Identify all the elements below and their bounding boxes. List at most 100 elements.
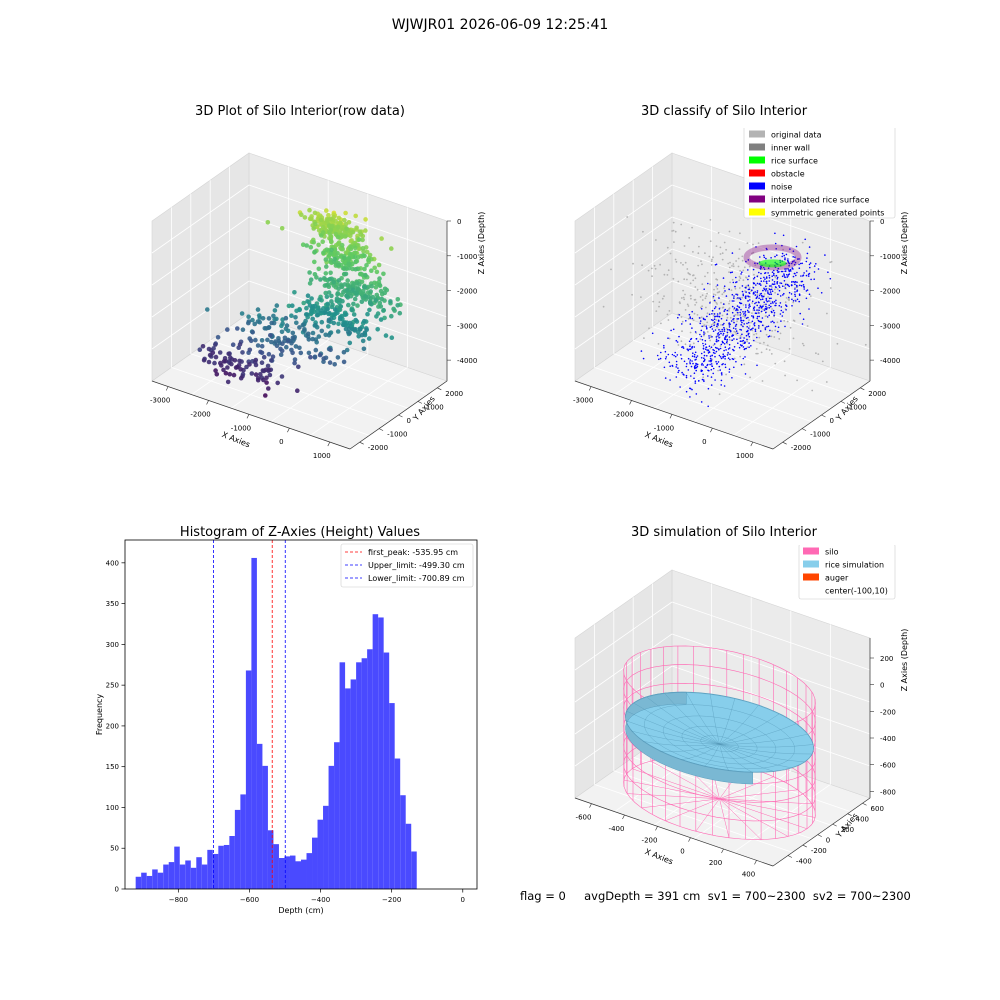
p2-noise-point <box>678 314 681 316</box>
p2-noise-point <box>739 298 742 301</box>
p2-noise-point <box>809 266 811 269</box>
p1-point <box>227 371 233 377</box>
p1-point <box>299 212 304 217</box>
p2-noise-point <box>718 308 721 310</box>
p2-original-point <box>643 337 645 339</box>
p2-noise-point <box>744 286 747 289</box>
p2-noise-point <box>739 314 742 316</box>
rice-mesh-spoke <box>704 744 720 767</box>
p2-noise-point <box>753 278 755 280</box>
p2-noise-point <box>712 351 715 354</box>
p2-noise-point <box>714 346 717 349</box>
p2-noise-point <box>729 271 732 274</box>
p2-original-point <box>714 294 717 296</box>
p1-point <box>200 344 206 349</box>
p2-noise-point <box>802 274 805 276</box>
p2-noise-point <box>760 280 763 282</box>
p4-x-tick <box>688 837 691 842</box>
p1-point <box>297 345 302 351</box>
p2-noise-point <box>651 332 654 335</box>
p4-x-tick <box>721 848 724 854</box>
p1-point <box>197 347 203 352</box>
p2-original-point <box>776 321 779 324</box>
p1-point <box>382 315 387 321</box>
p2-original-point <box>783 360 786 363</box>
p2-noise-point <box>712 348 714 351</box>
p2-noise-point <box>707 369 709 372</box>
p1-point <box>314 312 320 318</box>
p2-noise-point <box>761 324 764 327</box>
p2-original-point <box>658 305 660 308</box>
p1-y-tick <box>398 414 403 418</box>
p2-noise-point <box>753 323 755 325</box>
p1-grid <box>230 339 329 409</box>
p1-point <box>344 347 350 353</box>
p2-noise-point <box>721 341 724 344</box>
p1-point <box>213 354 219 360</box>
p2-noise-point <box>787 268 789 270</box>
p2-original-point <box>686 268 689 270</box>
p2-noise-point <box>741 321 743 324</box>
p2-noise-point <box>720 317 723 320</box>
histogram-axes: −800 −600 −400 −200 005010015020025030035040… <box>95 539 478 915</box>
p2-original-point <box>763 341 765 344</box>
p2-noise-point <box>765 311 767 314</box>
p2-noise-point <box>725 319 728 321</box>
p2-original-point <box>796 379 798 382</box>
p1-point <box>338 304 344 309</box>
p2-noise-point <box>763 268 766 270</box>
p2-original-point <box>672 277 675 280</box>
p2-noise-point <box>689 362 691 365</box>
p4-y-tick-label: -200 <box>811 847 827 855</box>
p2-noise-point <box>775 302 777 305</box>
p2-original-point <box>728 308 730 311</box>
p1-point <box>373 298 379 303</box>
p2-original-point <box>663 295 665 297</box>
p2-y-tick-label: 1000 <box>849 403 867 411</box>
p2-noise-point <box>723 337 726 339</box>
p2-noise-point <box>733 349 735 352</box>
p1-point <box>226 351 231 357</box>
p2-original-point <box>715 319 718 321</box>
p2-noise-point <box>724 335 727 337</box>
p2-noise-point <box>774 232 776 235</box>
p2-noise-point <box>734 325 737 327</box>
p2-z-axis-label: Z Axies (Depth) <box>900 212 909 275</box>
silo-floor-wire <box>632 768 720 800</box>
p2-original-point <box>737 265 740 268</box>
p2-noise-point <box>704 343 707 345</box>
p2-noise-point <box>752 327 754 329</box>
p2-noise-point <box>712 330 715 332</box>
p2-noise-point <box>770 293 772 295</box>
p2-noise-point <box>795 245 798 248</box>
p2-original-point <box>746 242 749 244</box>
p1-point <box>311 239 316 245</box>
p1-z-tick-label: -1000 <box>457 253 477 261</box>
p2-original-point <box>697 252 700 255</box>
p1-point <box>346 220 352 225</box>
p1-point <box>280 321 285 326</box>
p2-original-point <box>681 330 683 333</box>
p2-noise-point <box>744 310 747 313</box>
p1-point <box>354 225 359 231</box>
p2-original-point <box>801 342 804 345</box>
p2-noise-point <box>808 308 810 310</box>
p2-noise-point <box>735 281 737 284</box>
p2-original-point <box>719 345 722 347</box>
p2-noise-point <box>683 374 685 376</box>
p2-noise-point <box>771 290 774 292</box>
p2-noise-point <box>744 297 747 300</box>
p1-point <box>351 301 356 307</box>
p2-original-point <box>692 342 695 345</box>
p1-point <box>274 343 280 349</box>
p1-point <box>332 307 338 312</box>
p2-noise-point <box>721 330 723 333</box>
p2-noise-point <box>676 354 679 356</box>
p2-original-point <box>752 243 754 246</box>
p2-original-point <box>755 348 758 350</box>
p2-original-point <box>748 325 751 327</box>
p1-point <box>269 358 274 363</box>
histogram-bar <box>361 658 368 889</box>
p2-noise-point <box>681 371 683 374</box>
p2-original-point <box>680 262 682 264</box>
